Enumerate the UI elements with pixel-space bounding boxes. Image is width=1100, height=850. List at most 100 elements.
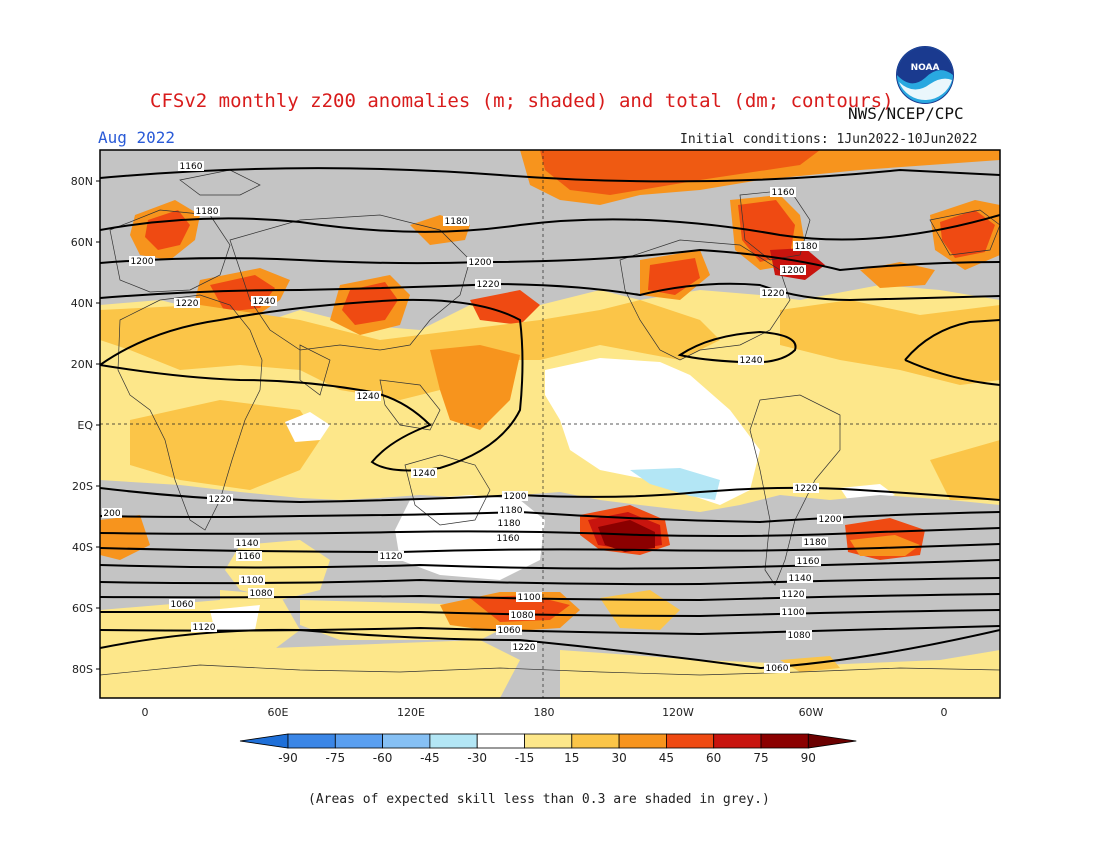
- contour-label: 1180: [194, 206, 220, 217]
- colorbar-swatch: [287, 733, 336, 749]
- svg-text:1080: 1080: [250, 589, 273, 599]
- colorbar-label: -45: [420, 751, 440, 765]
- contour-labels: 1160 1180 1180 1200 1200 1220 1220 1240 1240 1240…: [102, 161, 843, 674]
- contour-label: 1120: [191, 622, 217, 633]
- svg-text:1180: 1180: [795, 242, 818, 252]
- svg-text:1180: 1180: [498, 519, 521, 529]
- contour-label: 1180: [793, 241, 819, 252]
- contour-label: 1060: [169, 599, 195, 610]
- colorbar-label: 75: [753, 751, 768, 765]
- colorbar-swatch: [382, 733, 431, 749]
- contour-label: 1080: [786, 630, 812, 641]
- svg-text:1140: 1140: [236, 539, 259, 549]
- contour-label: 1220: [475, 279, 501, 290]
- svg-text:1220: 1220: [513, 643, 536, 653]
- svg-text:1120: 1120: [380, 552, 403, 562]
- lon-label: 0: [941, 706, 948, 719]
- initial-conditions: Initial conditions: 1Jun2022-10Jun2022: [680, 132, 978, 147]
- contour-label: 1240: [355, 391, 381, 402]
- colorbar-swatch: [429, 733, 478, 749]
- contour-label: 1180: [496, 518, 522, 529]
- svg-text:1240: 1240: [357, 392, 380, 402]
- contour-label: 1140: [234, 538, 260, 549]
- contour-label: 1120: [780, 589, 806, 600]
- svg-text:1160: 1160: [797, 557, 820, 567]
- colorbar-label: 15: [564, 751, 579, 765]
- contour-label: 1080: [248, 588, 274, 599]
- contour-label: 1080: [509, 610, 535, 621]
- colorbar-label: 45: [659, 751, 674, 765]
- contour-label: 1220: [793, 483, 819, 494]
- colorbar-label: 60: [706, 751, 721, 765]
- lat-label: 80N: [71, 175, 93, 188]
- svg-text:1080: 1080: [511, 611, 534, 621]
- contour-label: 1220: [760, 288, 786, 299]
- svg-text:1180: 1180: [196, 207, 219, 217]
- lon-label: 60E: [268, 706, 289, 719]
- svg-text:1100: 1100: [241, 576, 264, 586]
- lat-label: 40N: [71, 297, 93, 310]
- contour-label: 1120: [378, 551, 404, 562]
- svg-text:1200: 1200: [782, 266, 805, 276]
- lat-label: 60N: [71, 236, 93, 249]
- svg-text:1120: 1120: [193, 623, 216, 633]
- longitude-labels: 0 60E 120E 180 120W 60W 0: [142, 706, 948, 719]
- svg-text:1240: 1240: [740, 356, 763, 366]
- contour-label: 1200: [467, 257, 493, 268]
- svg-text:1140: 1140: [789, 574, 812, 584]
- lat-label: 20S: [72, 480, 93, 493]
- svg-text:1200: 1200: [469, 258, 492, 268]
- svg-text:1060: 1060: [766, 664, 789, 674]
- svg-text:1220: 1220: [795, 484, 818, 494]
- contour-label: 1100: [516, 592, 542, 603]
- svg-text:200: 200: [103, 509, 120, 519]
- svg-text:1200: 1200: [819, 515, 842, 525]
- contour-label: 1200: [502, 491, 528, 502]
- lon-label: 120W: [662, 706, 694, 719]
- contour-label: 1060: [496, 625, 522, 636]
- svg-text:1160: 1160: [180, 162, 203, 172]
- contour-label: 1100: [780, 607, 806, 618]
- svg-text:1240: 1240: [413, 469, 436, 479]
- contour-label: 1200: [129, 256, 155, 267]
- svg-text:1100: 1100: [782, 608, 805, 618]
- contour-label: 1160: [770, 187, 796, 198]
- colorbar-label: 30: [611, 751, 626, 765]
- lon-label: 180: [534, 706, 555, 719]
- lat-label: EQ: [77, 419, 93, 432]
- contour-label: 1160: [495, 533, 521, 544]
- reference-lines: [100, 150, 1000, 698]
- valid-month: Aug 2022: [98, 128, 176, 147]
- colorbar-label: -30: [467, 751, 487, 765]
- colorbar-swatch: [760, 733, 809, 749]
- colorbar-swatch: [571, 733, 620, 749]
- svg-text:NOAA: NOAA: [911, 63, 940, 73]
- contour-label: 1060: [764, 663, 790, 674]
- svg-text:1100: 1100: [518, 593, 541, 603]
- colorbar-label: 90: [801, 751, 816, 765]
- lat-label: 60S: [72, 602, 93, 615]
- colorbar-label: -15: [515, 751, 535, 765]
- contour-label: 1200: [817, 514, 843, 525]
- colorbar-label: -90: [278, 751, 298, 765]
- svg-text:1180: 1180: [804, 538, 827, 548]
- contour-label: 1160: [236, 551, 262, 562]
- lat-label: 80S: [72, 663, 93, 676]
- lat-label: 40S: [72, 541, 93, 554]
- agency-label: NWS/NCEP/CPC: [848, 104, 964, 123]
- colorbar-swatch: [666, 733, 715, 749]
- colorbar-swatch: [476, 733, 525, 749]
- contour-label: 1180: [443, 216, 469, 227]
- svg-text:1200: 1200: [504, 492, 527, 502]
- lat-label: 20N: [71, 358, 93, 371]
- lon-label: 60W: [799, 706, 824, 719]
- contour-label: 1160: [178, 161, 204, 172]
- map-frame: [99, 149, 1001, 699]
- colorbar-swatch: [713, 733, 762, 749]
- skill-note: (Areas of expected skill less than 0.3 a…: [308, 792, 770, 807]
- contour-label: 1180: [802, 537, 828, 548]
- contour-label: 1180: [498, 505, 524, 516]
- lon-label: 120E: [397, 706, 425, 719]
- contour-label: 1240: [251, 296, 277, 307]
